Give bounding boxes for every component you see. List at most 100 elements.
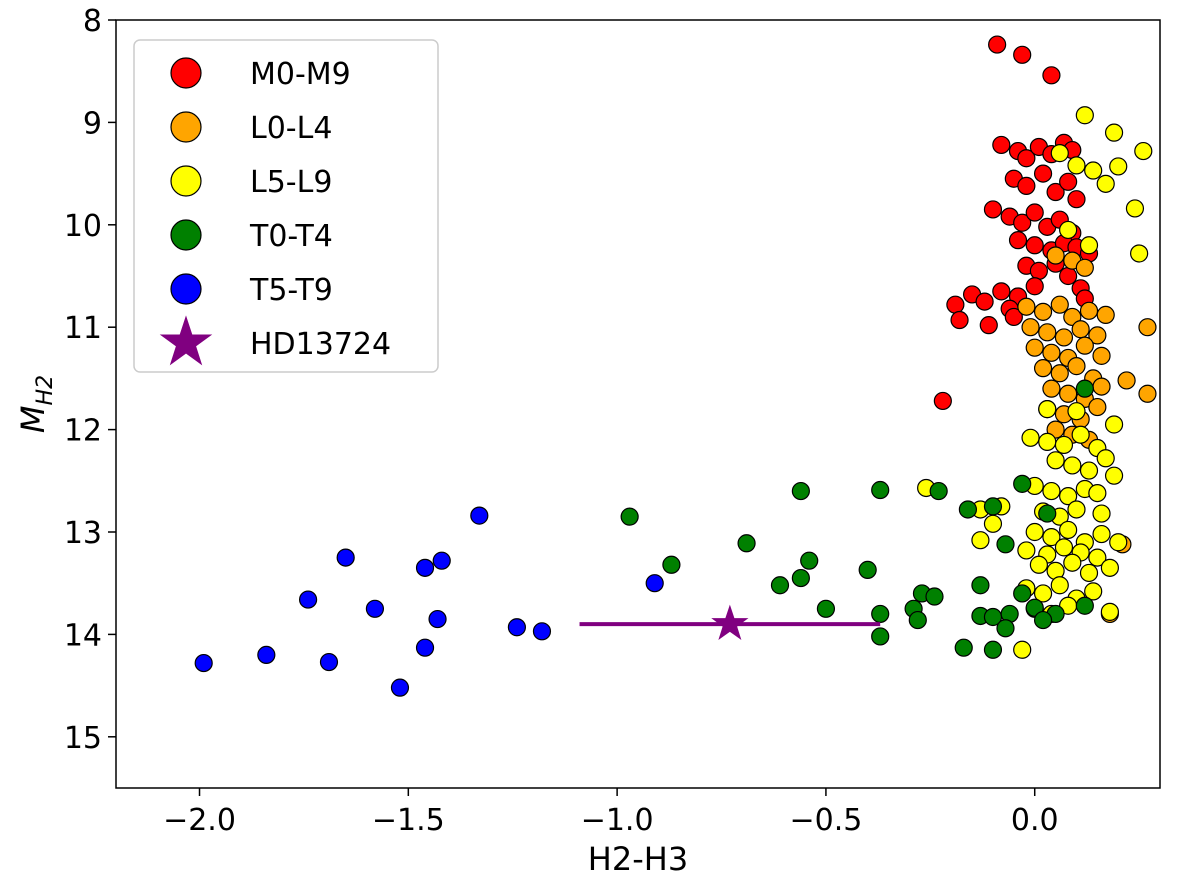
point-l5-l9: [1079, 236, 1099, 255]
point-l0-l4: [1117, 371, 1136, 390]
x-axis-label: H2-H3: [588, 840, 688, 878]
point-t0-t4: [620, 507, 639, 526]
point-t5-t9: [470, 506, 489, 525]
legend-marker-l5-l9: [170, 165, 202, 197]
legend-label-l0-l4: L0-L4: [250, 111, 332, 146]
point-t0-t4: [770, 576, 790, 595]
point-l5-l9: [971, 531, 990, 550]
y-tick-label: 11: [64, 311, 102, 346]
point-m0-m9: [946, 295, 965, 314]
point-hd13724: [711, 604, 749, 640]
point-l5-l9: [1063, 553, 1082, 572]
point-t0-t4: [1075, 596, 1094, 615]
y-tick-label: 8: [83, 4, 102, 39]
point-l0-l4: [1054, 328, 1074, 347]
point-l5-l9: [1104, 123, 1124, 142]
point-t0-t4: [1075, 379, 1094, 398]
point-l0-l4: [1038, 323, 1057, 342]
point-t0-t4: [971, 576, 990, 595]
point-t5-t9: [432, 551, 451, 570]
point-l5-l9: [1017, 541, 1036, 560]
point-t0-t4: [791, 481, 810, 501]
point-l5-l9: [1071, 425, 1090, 444]
point-l0-l4: [1088, 326, 1107, 345]
y-tick-label: 15: [64, 721, 102, 756]
point-l5-l9: [1100, 602, 1119, 621]
point-t0-t4: [996, 619, 1015, 638]
point-l5-l9: [1084, 161, 1103, 180]
legend-label-m0-m9: M0-M9: [250, 57, 351, 92]
point-m0-m9: [1013, 213, 1032, 232]
point-t5-t9: [298, 590, 318, 609]
y-axis-ticks: 8 9 10 11 12 13 14 15: [64, 4, 116, 756]
point-l5-l9: [1109, 533, 1128, 552]
point-l5-l9: [1059, 487, 1078, 506]
legend-label-t0-t4: T0-T4: [249, 219, 333, 254]
point-l0-l4: [1138, 318, 1157, 337]
point-l5-l9: [1046, 451, 1065, 470]
point-l0-l4: [1046, 246, 1065, 265]
point-l5-l9: [1067, 156, 1086, 175]
point-l0-l4: [1092, 377, 1111, 396]
point-t0-t4: [858, 560, 877, 579]
point-l0-l4: [1059, 384, 1078, 403]
point-t0-t4: [662, 555, 681, 574]
point-m0-m9: [975, 292, 994, 311]
point-t5-t9: [319, 652, 339, 672]
point-l5-l9: [1096, 174, 1115, 193]
point-l0-l4: [1079, 301, 1099, 320]
y-axis-label-main: M: [14, 405, 52, 433]
point-l0-l4: [1075, 336, 1094, 355]
point-l0-l4: [1042, 379, 1061, 398]
x-tick-label: −1.5: [372, 803, 445, 838]
point-l5-l9: [1100, 558, 1119, 577]
y-axis-label-sub: H2: [33, 375, 58, 406]
x-axis-ticks: −2.0 −1.5 −1.0 −0.5 0.0: [163, 788, 1059, 838]
point-l0-l4: [1025, 338, 1044, 357]
point-t0-t4: [737, 534, 756, 553]
point-m0-m9: [988, 35, 1007, 54]
point-l5-l9: [1025, 522, 1044, 542]
point-m0-m9: [1025, 277, 1044, 296]
point-l5-l9: [1021, 428, 1040, 447]
point-t5-t9: [532, 622, 552, 641]
y-tick-label: 10: [64, 209, 102, 244]
point-l5-l9: [1042, 528, 1061, 547]
point-t0-t4: [1013, 584, 1032, 603]
point-t0-t4: [800, 551, 819, 570]
point-l5-l9: [1042, 481, 1061, 501]
point-l5-l9: [1092, 504, 1111, 523]
point-t0-t4: [791, 568, 810, 588]
point-l0-l4: [1067, 357, 1086, 376]
legend-marker-t5-t9: [170, 273, 202, 305]
point-l5-l9: [1063, 456, 1082, 475]
point-t0-t4: [1033, 610, 1053, 630]
point-t0-t4: [929, 481, 948, 501]
point-m0-m9: [1029, 261, 1048, 280]
point-l5-l9: [983, 514, 1003, 533]
point-t0-t4: [816, 599, 836, 618]
point-m0-m9: [1046, 182, 1065, 202]
point-t5-t9: [336, 548, 355, 567]
point-t0-t4: [871, 480, 890, 500]
point-m0-m9: [1013, 45, 1032, 64]
point-m0-m9: [1025, 236, 1044, 255]
point-l0-l4: [1050, 364, 1069, 383]
point-l0-l4: [1088, 397, 1107, 417]
point-l5-l9: [1029, 555, 1048, 574]
point-l5-l9: [1088, 548, 1107, 567]
point-t0-t4: [954, 638, 973, 657]
point-m0-m9: [1042, 66, 1061, 85]
point-l5-l9: [1125, 199, 1145, 218]
point-m0-m9: [1067, 190, 1086, 209]
point-m0-m9: [1033, 164, 1053, 183]
point-t0-t4: [1038, 504, 1057, 523]
point-l5-l9: [1109, 157, 1128, 176]
y-axis-label: MH2: [14, 375, 58, 433]
point-l5-l9: [1054, 538, 1074, 557]
point-l5-l9: [1038, 432, 1057, 451]
point-l0-l4: [1071, 320, 1090, 339]
point-l5-l9: [1038, 400, 1057, 419]
point-l5-l9: [1134, 141, 1153, 161]
point-l0-l4: [1021, 318, 1040, 337]
